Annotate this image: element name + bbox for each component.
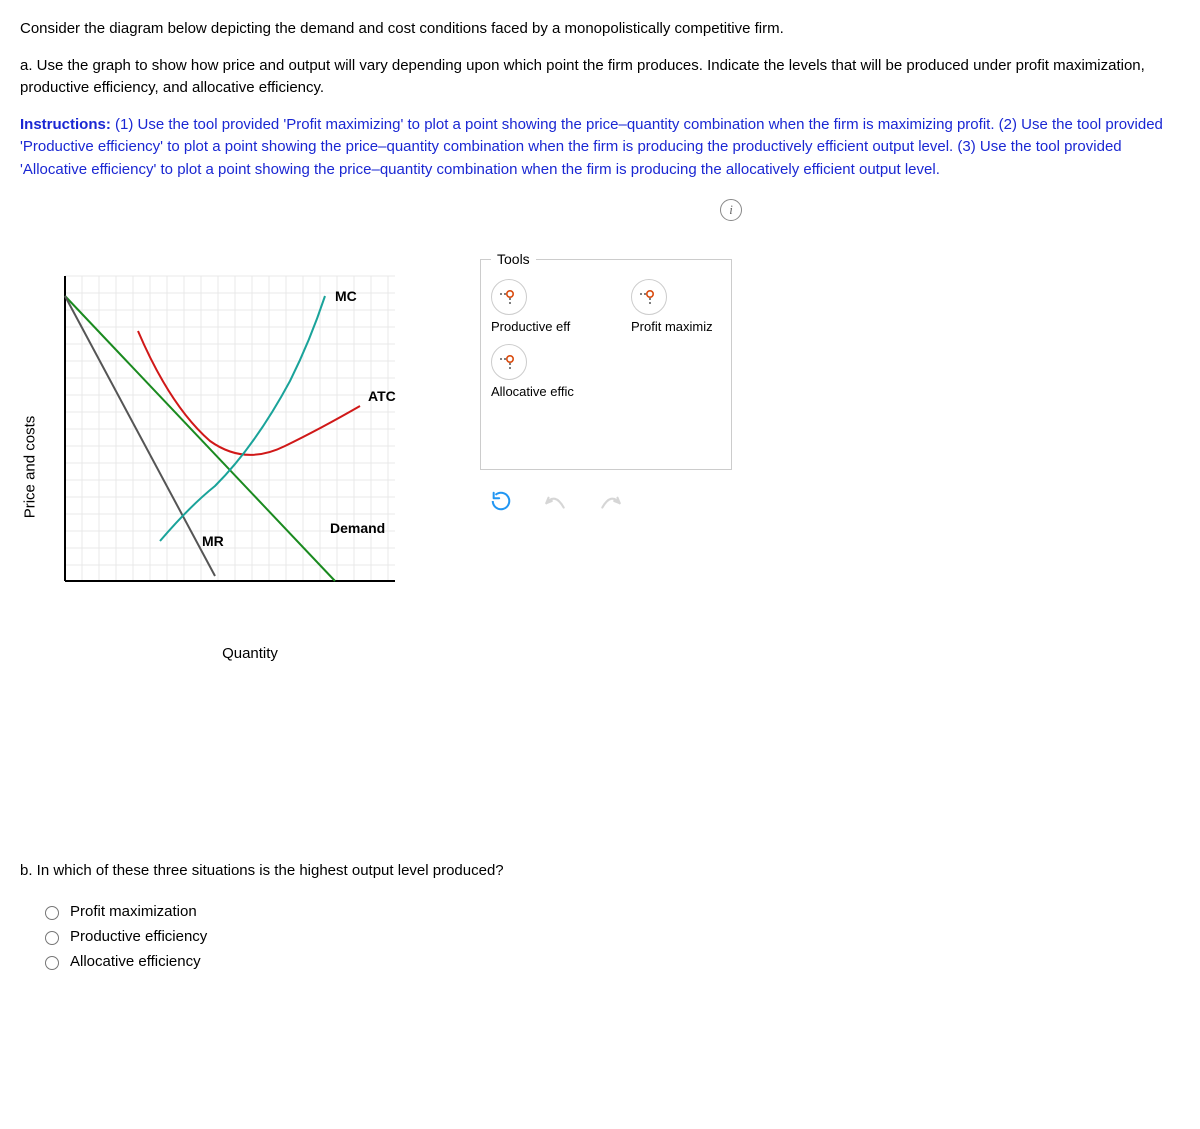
tool-icon-allocative_eff[interactable]	[491, 344, 527, 380]
question-intro: Consider the diagram below depicting the…	[20, 18, 1180, 41]
chart-block: Price and costs DemandMRATCMC Quantity	[60, 271, 440, 662]
question-part-a: a. Use the graph to show how price and o…	[20, 55, 1180, 100]
tool-productive_eff: Productive eff	[491, 279, 581, 334]
radio-productive[interactable]: Productive efficiency	[40, 928, 1180, 945]
reset-icon[interactable]	[490, 490, 512, 516]
tool-allocative_eff: Allocative effic	[491, 344, 581, 399]
info-icon[interactable]: i	[720, 199, 742, 221]
radio-label: Allocative efficiency	[70, 953, 201, 970]
tools-panel: Tools Productive eff Profit maximiz Allo…	[480, 251, 732, 470]
undo-icon[interactable]	[542, 490, 568, 516]
svg-text:ATC: ATC	[368, 388, 396, 404]
radio-input[interactable]	[45, 931, 59, 945]
radio-input[interactable]	[45, 906, 59, 920]
radio-label: Profit maximization	[70, 903, 197, 920]
question-part-b: b. In which of these three situations is…	[20, 862, 1180, 879]
x-axis-label: Quantity	[60, 645, 440, 662]
svg-text:Demand: Demand	[330, 520, 385, 536]
tool-label: Allocative effic	[491, 384, 581, 399]
instructions-label: Instructions:	[20, 116, 111, 133]
radio-input[interactable]	[45, 956, 59, 970]
radio-group: Profit maximization Productive efficiency…	[40, 903, 1180, 970]
radio-profit_max[interactable]: Profit maximization	[40, 903, 1180, 920]
tool-label: Productive eff	[491, 319, 581, 334]
radio-allocative[interactable]: Allocative efficiency	[40, 953, 1180, 970]
economics-chart[interactable]: Demand MR ATC MC	[60, 271, 400, 601]
redo-icon[interactable]	[598, 490, 624, 516]
radio-label: Productive efficiency	[70, 928, 207, 945]
tool-icon-productive_eff[interactable]	[491, 279, 527, 315]
tool-icon-profit_max[interactable]	[631, 279, 667, 315]
svg-text:MR: MR	[202, 533, 224, 549]
instructions-body: (1) Use the tool provided 'Profit maximi…	[20, 116, 1163, 178]
y-axis-label: Price and costs	[22, 415, 39, 518]
instructions-block: Instructions: (1) Use the tool provided …	[20, 114, 1180, 182]
tool-profit_max: Profit maximiz	[631, 279, 721, 334]
tool-label: Profit maximiz	[631, 319, 721, 334]
svg-text:MC: MC	[335, 288, 357, 304]
tools-legend: Tools	[491, 251, 536, 267]
